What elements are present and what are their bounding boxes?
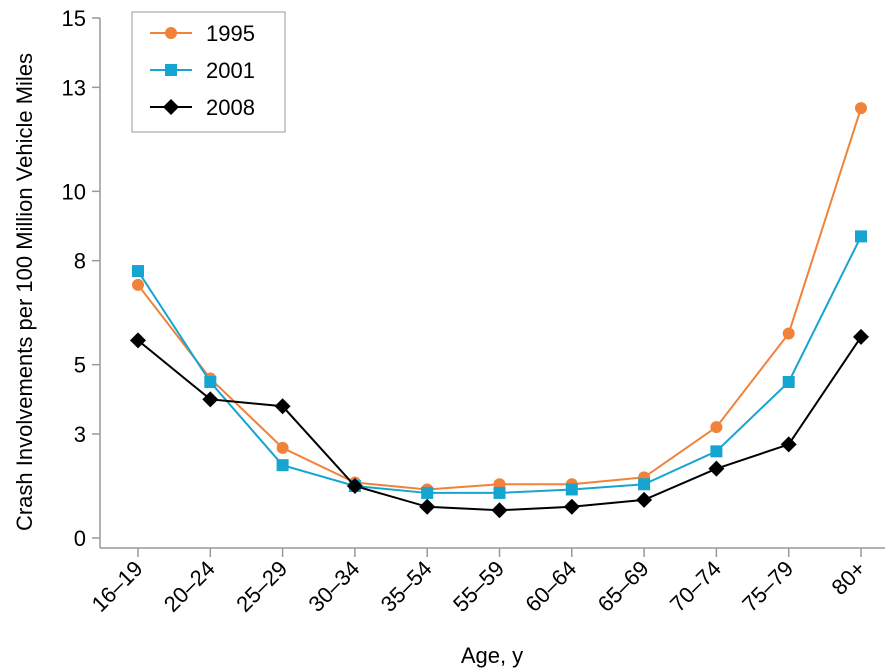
axes bbox=[99, 18, 885, 549]
legend-marker-2008 bbox=[163, 99, 179, 115]
x-tick-label: 55–59 bbox=[448, 556, 509, 617]
data-point-1995 bbox=[276, 441, 289, 454]
x-tick-label: 60–64 bbox=[520, 556, 581, 617]
data-point-2001 bbox=[276, 459, 289, 472]
y-tick-label: 5 bbox=[74, 353, 86, 378]
x-tick-label: 65–69 bbox=[593, 556, 654, 617]
x-axis-title: Age, y bbox=[461, 643, 523, 668]
data-point-2008 bbox=[853, 328, 869, 345]
x-ticks: 16–19 20–24 25–29 30–34 35–54 55–59 60–64 65–69… bbox=[87, 548, 871, 617]
x-tick-label: 30–34 bbox=[303, 556, 364, 617]
x-tick-label: 35–54 bbox=[376, 556, 437, 617]
data-point-2001 bbox=[421, 486, 434, 499]
series-1995 bbox=[132, 102, 867, 496]
y-tick-label: 10 bbox=[62, 179, 86, 204]
data-point-2008 bbox=[780, 436, 797, 453]
y-tick-label: 0 bbox=[74, 526, 86, 551]
data-point-1995 bbox=[855, 102, 867, 115]
data-point-2001 bbox=[710, 445, 723, 458]
series-2001 bbox=[132, 230, 867, 499]
series-line-1995 bbox=[137, 107, 862, 491]
data-point-2008 bbox=[563, 498, 580, 515]
legend-label-2008: 2008 bbox=[206, 95, 255, 120]
data-point-1995 bbox=[782, 327, 795, 340]
data-point-1995 bbox=[710, 421, 723, 434]
y-tick-label: 15 bbox=[62, 6, 86, 31]
data-point-2008 bbox=[346, 478, 363, 494]
series-line-2001 bbox=[137, 235, 862, 494]
legend-label-2001: 2001 bbox=[206, 58, 255, 83]
data-point-2001 bbox=[493, 486, 506, 499]
data-point-2008 bbox=[708, 460, 725, 477]
data-point-2001 bbox=[782, 376, 795, 388]
x-tick-label: 80+ bbox=[826, 556, 870, 600]
y-tick-label: 13 bbox=[62, 75, 86, 100]
series-2008 bbox=[130, 328, 869, 519]
data-point-2001 bbox=[855, 230, 867, 243]
data-point-2008 bbox=[419, 498, 436, 515]
legend-marker-1995 bbox=[165, 27, 177, 39]
x-tick-label: 75–79 bbox=[737, 556, 798, 617]
data-point-1995 bbox=[132, 278, 144, 291]
x-tick-label: 16–19 bbox=[87, 556, 148, 617]
data-point-2001 bbox=[565, 483, 578, 496]
y-tick-label: 8 bbox=[74, 249, 86, 274]
data-point-2001 bbox=[638, 478, 651, 491]
legend: 1995 2001 2008 bbox=[131, 11, 286, 133]
series-layer bbox=[130, 102, 869, 519]
legend-label-1995: 1995 bbox=[206, 21, 255, 46]
y-tick-label: 3 bbox=[74, 422, 86, 447]
data-point-2001 bbox=[204, 376, 217, 388]
data-point-2008 bbox=[491, 502, 508, 519]
data-point-2008 bbox=[202, 391, 219, 408]
x-tick-label: 70–74 bbox=[665, 556, 726, 617]
legend-marker-2001 bbox=[165, 64, 177, 76]
data-point-2001 bbox=[132, 265, 144, 278]
data-point-2008 bbox=[274, 398, 291, 415]
data-point-2008 bbox=[130, 332, 146, 349]
x-tick-label: 25–29 bbox=[231, 556, 292, 617]
data-point-2008 bbox=[636, 491, 653, 508]
y-ticks: 0 3 5 8 10 13 15 bbox=[62, 6, 100, 551]
x-tick-label: 20–24 bbox=[159, 556, 220, 617]
y-axis-title: Crash Involvements per 100 Million Vehic… bbox=[12, 53, 37, 531]
